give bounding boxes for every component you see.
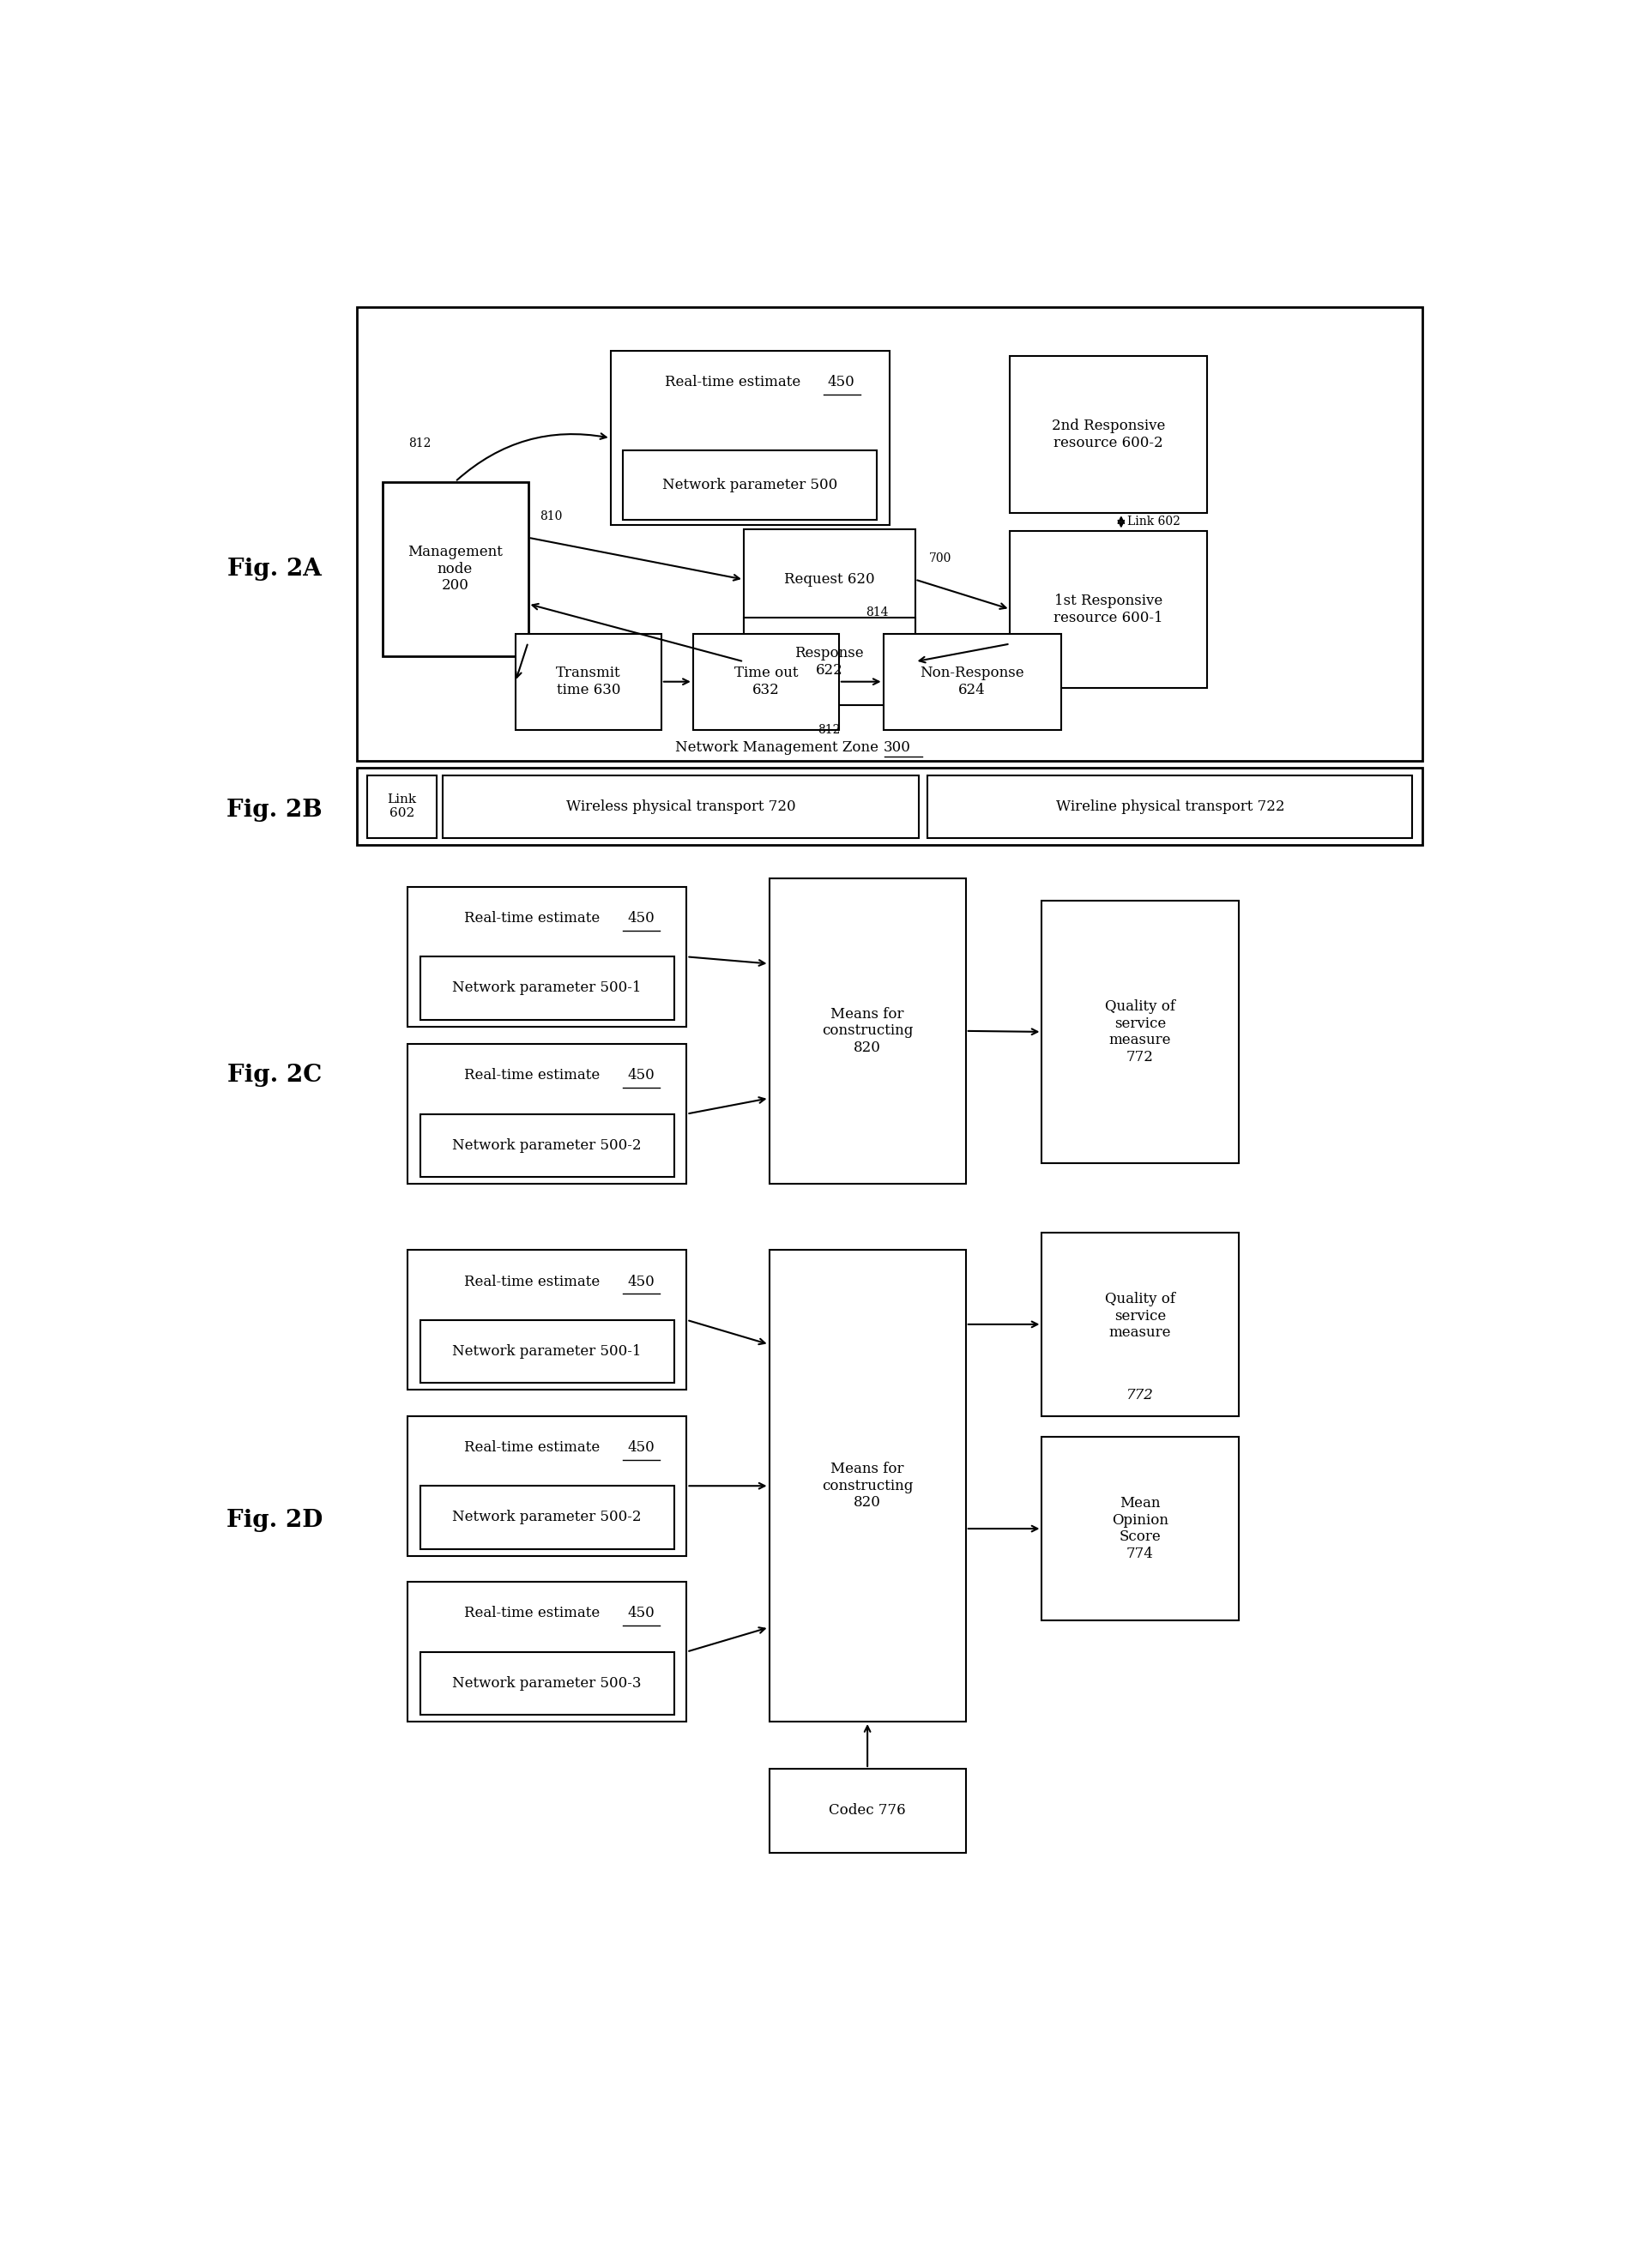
Bar xyxy=(743,528,915,631)
Bar xyxy=(623,451,877,519)
Bar xyxy=(357,769,1422,846)
Bar xyxy=(407,887,687,1027)
Bar xyxy=(743,617,915,705)
Text: 450: 450 xyxy=(627,1275,654,1288)
Text: Fig. 2D: Fig. 2D xyxy=(226,1508,322,1533)
Text: Mean
Opinion
Score
774: Mean Opinion Score 774 xyxy=(1111,1497,1168,1560)
Bar xyxy=(1040,1234,1238,1415)
Text: 450: 450 xyxy=(627,1440,654,1454)
Bar xyxy=(420,1320,674,1383)
Text: 772: 772 xyxy=(1126,1388,1153,1402)
Text: Quality of
service
measure: Quality of service measure xyxy=(1104,1293,1175,1356)
Text: 450: 450 xyxy=(627,912,654,925)
Bar xyxy=(1040,900,1238,1163)
Text: Codec 776: Codec 776 xyxy=(828,1803,905,1819)
Text: 1st Responsive
resource 600-1: 1st Responsive resource 600-1 xyxy=(1054,594,1163,626)
Bar xyxy=(407,1250,687,1390)
Bar xyxy=(769,1769,965,1853)
Text: Network parameter 500: Network parameter 500 xyxy=(663,479,838,492)
Bar xyxy=(407,1583,687,1721)
Text: 450: 450 xyxy=(627,1068,654,1082)
Bar xyxy=(366,776,437,837)
Text: Non-Response
624: Non-Response 624 xyxy=(919,667,1024,696)
Text: 450: 450 xyxy=(627,1606,654,1622)
Text: Real-time estimate: Real-time estimate xyxy=(465,1068,604,1082)
Text: Link 602: Link 602 xyxy=(1127,515,1180,528)
Text: Network parameter 500-1: Network parameter 500-1 xyxy=(452,980,641,996)
Text: 812: 812 xyxy=(818,723,841,735)
Text: 810: 810 xyxy=(540,510,561,522)
Text: Real-time estimate: Real-time estimate xyxy=(664,374,805,390)
Bar xyxy=(420,1114,674,1177)
Bar xyxy=(692,633,838,730)
Bar xyxy=(515,633,661,730)
Text: 2nd Responsive
resource 600-2: 2nd Responsive resource 600-2 xyxy=(1050,420,1165,451)
Bar xyxy=(420,1486,674,1549)
Text: Wireline physical transport 722: Wireline physical transport 722 xyxy=(1055,798,1284,814)
Bar xyxy=(769,1250,965,1721)
Text: Fig. 2B: Fig. 2B xyxy=(226,798,322,821)
Text: Means for
constructing
820: Means for constructing 820 xyxy=(821,1463,913,1510)
Text: 814: 814 xyxy=(865,608,888,619)
Bar xyxy=(420,957,674,1021)
Bar xyxy=(610,352,890,526)
Text: 450: 450 xyxy=(828,374,854,390)
Text: Response
622: Response 622 xyxy=(795,646,864,678)
Text: Management
node
200: Management node 200 xyxy=(407,544,502,594)
Text: Real-time estimate: Real-time estimate xyxy=(465,1275,604,1288)
Text: Real-time estimate: Real-time estimate xyxy=(465,1606,604,1622)
Text: Quality of
service
measure
772: Quality of service measure 772 xyxy=(1104,1000,1175,1064)
Text: Network Management Zone: Network Management Zone xyxy=(676,739,883,755)
Text: 300: 300 xyxy=(883,739,910,755)
Text: Network parameter 500-2: Network parameter 500-2 xyxy=(452,1510,641,1524)
Text: Real-time estimate: Real-time estimate xyxy=(465,1440,604,1454)
Bar xyxy=(1009,356,1206,513)
Bar xyxy=(883,633,1060,730)
Text: Request 620: Request 620 xyxy=(784,572,874,587)
Bar xyxy=(443,776,918,837)
Bar xyxy=(407,1043,687,1184)
Text: Means for
constructing
820: Means for constructing 820 xyxy=(821,1007,913,1055)
Bar xyxy=(420,1651,674,1715)
Text: Network parameter 500-2: Network parameter 500-2 xyxy=(452,1139,641,1152)
Bar xyxy=(381,481,528,655)
Text: Time out
632: Time out 632 xyxy=(733,667,797,696)
Text: Real-time estimate: Real-time estimate xyxy=(465,912,604,925)
Bar xyxy=(769,878,965,1184)
Bar xyxy=(1009,531,1206,687)
Bar xyxy=(1040,1438,1238,1619)
Text: Transmit
time 630: Transmit time 630 xyxy=(556,667,620,696)
Text: 700: 700 xyxy=(929,553,951,565)
Text: Wireless physical transport 720: Wireless physical transport 720 xyxy=(566,798,795,814)
Text: Network parameter 500-1: Network parameter 500-1 xyxy=(452,1345,641,1359)
Text: Network parameter 500-3: Network parameter 500-3 xyxy=(452,1676,641,1690)
Text: 812: 812 xyxy=(407,438,430,449)
Text: Fig. 2C: Fig. 2C xyxy=(227,1064,322,1086)
Bar xyxy=(357,306,1422,762)
Bar xyxy=(928,776,1412,837)
Text: Link
602: Link 602 xyxy=(388,794,416,819)
Bar xyxy=(407,1415,687,1556)
Text: Fig. 2A: Fig. 2A xyxy=(227,558,321,581)
